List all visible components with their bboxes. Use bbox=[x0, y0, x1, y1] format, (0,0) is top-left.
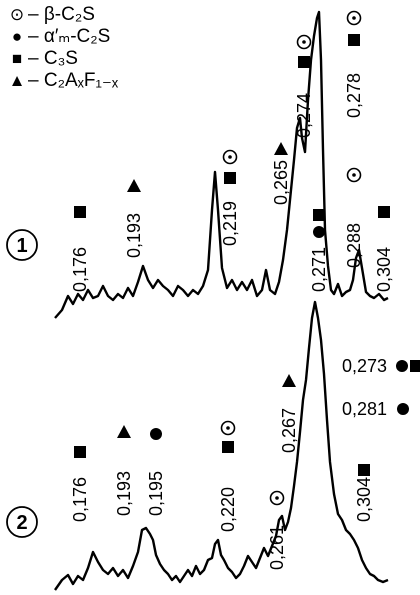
legend-item-alpha-c2s: ● – α′ₘ-C₂S bbox=[6, 26, 118, 48]
filled-square-icon bbox=[298, 56, 310, 68]
legend: ⊙ – β-C₂S ● – α′ₘ-C₂S ■ – C₃S ▲ – C₂AₓF₁… bbox=[6, 4, 119, 92]
filled-triangle-icon bbox=[282, 374, 296, 387]
filled-circle-icon bbox=[313, 226, 325, 238]
filled-square-icon bbox=[313, 209, 325, 221]
circled-dot-icon-center bbox=[275, 496, 279, 500]
circled-dot-icon-center bbox=[352, 16, 356, 20]
peak-d-label: 0,281 bbox=[342, 399, 387, 419]
curve-number-circle bbox=[6, 229, 38, 261]
circled-dot-icon-center bbox=[228, 155, 232, 159]
legend-label: – α′ₘ-C₂S bbox=[28, 26, 111, 47]
legend-label: – C₂AₓF₁₋ₓ bbox=[28, 70, 119, 91]
xrd-trace-1 bbox=[54, 10, 389, 319]
filled-circle-icon bbox=[396, 360, 408, 372]
peak-d-label: 0,273 bbox=[342, 356, 387, 376]
peak-d-label: 0,271 bbox=[309, 247, 329, 292]
filled-square-icon bbox=[74, 206, 86, 218]
peak-d-label: 0,288 bbox=[344, 223, 364, 268]
circled-dot-icon-center bbox=[352, 173, 356, 177]
peak-d-label: 0,304 bbox=[354, 477, 374, 522]
filled-triangle-icon: ▲ bbox=[8, 71, 26, 90]
filled-triangle-icon bbox=[127, 179, 141, 192]
curve-number-label: 1 bbox=[16, 235, 27, 257]
filled-square-icon bbox=[74, 446, 86, 458]
peak-d-label: 0,176 bbox=[70, 247, 90, 292]
filled-square-icon bbox=[348, 34, 360, 46]
peak-d-label: 0,193 bbox=[124, 213, 144, 258]
peak-d-label: 0,219 bbox=[220, 201, 240, 246]
curve-number-label: 2 bbox=[16, 512, 27, 534]
filled-square-icon bbox=[222, 441, 234, 453]
filled-square-icon bbox=[358, 464, 370, 476]
legend-item-beta-c2s: ⊙ – β-C₂S bbox=[6, 4, 118, 26]
filled-square-icon bbox=[224, 172, 236, 184]
legend-item-c3s: ■ – C₃S bbox=[6, 48, 118, 70]
circled-dot-icon: ⊙ bbox=[9, 5, 25, 24]
peak-d-label: 0,267 bbox=[279, 408, 299, 453]
filled-circle-icon bbox=[150, 428, 162, 440]
peak-d-label: 0,265 bbox=[271, 160, 291, 205]
peak-d-label: 0,220 bbox=[218, 487, 238, 532]
peak-d-label: 0,261 bbox=[267, 525, 287, 570]
peak-d-label: 0,274 bbox=[294, 93, 314, 138]
legend-item-c2axf: ▲ – C₂AₓF₁₋ₓ bbox=[6, 70, 119, 92]
legend-label: – C₃S bbox=[28, 48, 78, 69]
peak-d-label: 0,193 bbox=[114, 471, 134, 516]
peak-d-label: 0,278 bbox=[344, 73, 364, 118]
filled-triangle-icon bbox=[274, 142, 288, 155]
filled-square-icon bbox=[378, 206, 390, 218]
peak-d-label: 0,176 bbox=[70, 477, 90, 522]
curve-number-circle bbox=[6, 506, 38, 538]
filled-square-icon bbox=[410, 360, 420, 372]
filled-triangle-icon bbox=[117, 425, 131, 438]
peak-d-label: 0,304 bbox=[374, 247, 394, 292]
circled-dot-icon-center bbox=[302, 40, 306, 44]
legend-label: – β-C₂S bbox=[28, 4, 95, 25]
circled-dot-icon-center bbox=[226, 426, 230, 430]
peak-d-label: 0,195 bbox=[146, 471, 166, 516]
filled-square-icon: ■ bbox=[11, 49, 23, 68]
filled-circle-icon: ● bbox=[11, 27, 23, 46]
xrd-trace-2 bbox=[54, 300, 389, 591]
filled-circle-icon bbox=[397, 403, 409, 415]
